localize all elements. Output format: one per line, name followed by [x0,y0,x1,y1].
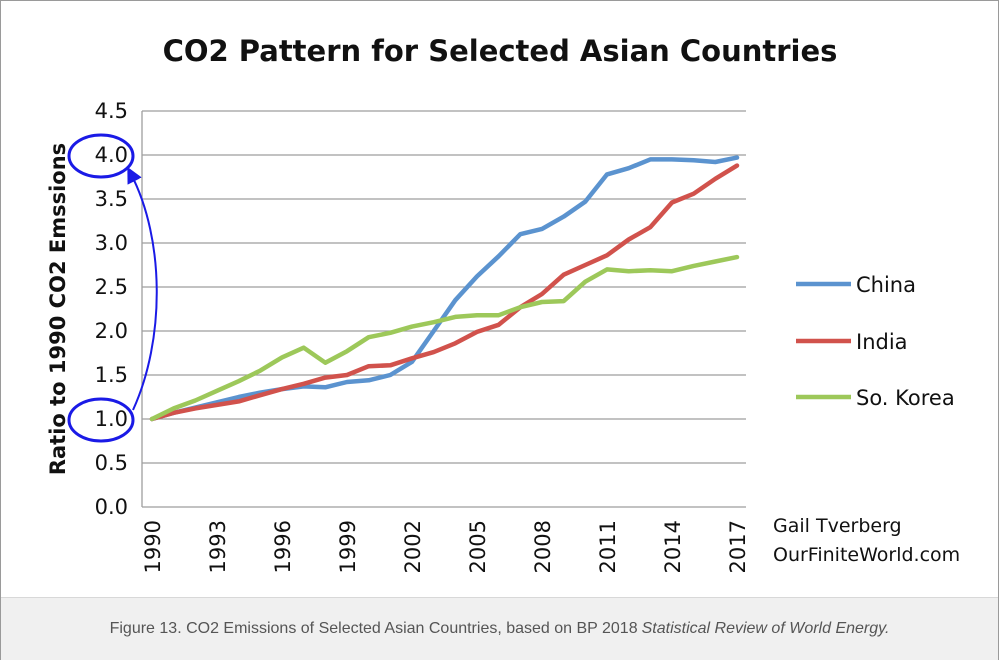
line-chart: CO2 Pattern for Selected Asian Countries… [46,34,960,573]
x-tick-label: 1996 [271,520,295,573]
x-tick-label: 2005 [466,520,490,573]
curved-arrow [127,166,158,411]
legend-label: China [856,273,916,297]
y-tick-label: 0.0 [95,495,128,519]
highlight-ellipse-4 [67,133,135,179]
y-tick-label: 0.5 [95,451,128,475]
legend-label: So. Korea [856,386,955,410]
y-tick-label: 2.5 [95,275,128,299]
y-tick-labels: 0.0 0.5 1.0 1.5 2.0 2.5 3.0 3.5 4.0 4.5 [95,99,128,519]
x-tick-labels: 1990 1993 1996 1999 2002 2005 2008 2011 2014 2017 [141,520,750,573]
credit-website: OurFiniteWorld.com [773,544,960,566]
x-tick-label: 2002 [401,520,425,573]
caption-main: Figure 13. CO2 Emissions of Selected Asi… [109,620,638,637]
caption-italic: Statistical Review of World Energy. [641,620,890,637]
legend-label: India [856,330,908,354]
y-tick-label: 1.0 [95,407,128,431]
x-tick-label: 2014 [661,520,685,573]
credit-author: Gail Tverberg [773,515,902,537]
series-line-india [149,163,740,422]
y-tick-label: 4.5 [95,99,128,123]
chart-title: CO2 Pattern for Selected Asian Countries [163,34,838,68]
x-tick-label: 2011 [596,520,620,573]
y-axis-label: Ratio to 1990 CO2 Emssions [46,143,70,475]
legend: China India So. Korea [796,273,955,410]
series-lines [149,155,740,422]
x-tick-label: 2017 [726,520,750,573]
x-tick-label: 1999 [336,520,360,573]
x-tick-label: 1990 [141,520,165,573]
x-tick-label: 1993 [206,520,230,573]
y-tick-label: 2.0 [95,319,128,343]
y-tick-label: 1.5 [95,363,128,387]
y-tick-label: 3.5 [95,187,128,211]
series-line-china [149,155,740,422]
highlight-annotations [67,133,158,443]
gridlines [141,110,746,508]
figure-caption: Figure 13. CO2 Emissions of Selected Asi… [1,597,998,660]
highlight-ellipse-1 [67,397,135,443]
series-line-so-korea [149,254,740,422]
y-tick-label: 3.0 [95,231,128,255]
x-tick-label: 2008 [531,520,555,573]
y-tick-label: 4.0 [95,143,128,167]
